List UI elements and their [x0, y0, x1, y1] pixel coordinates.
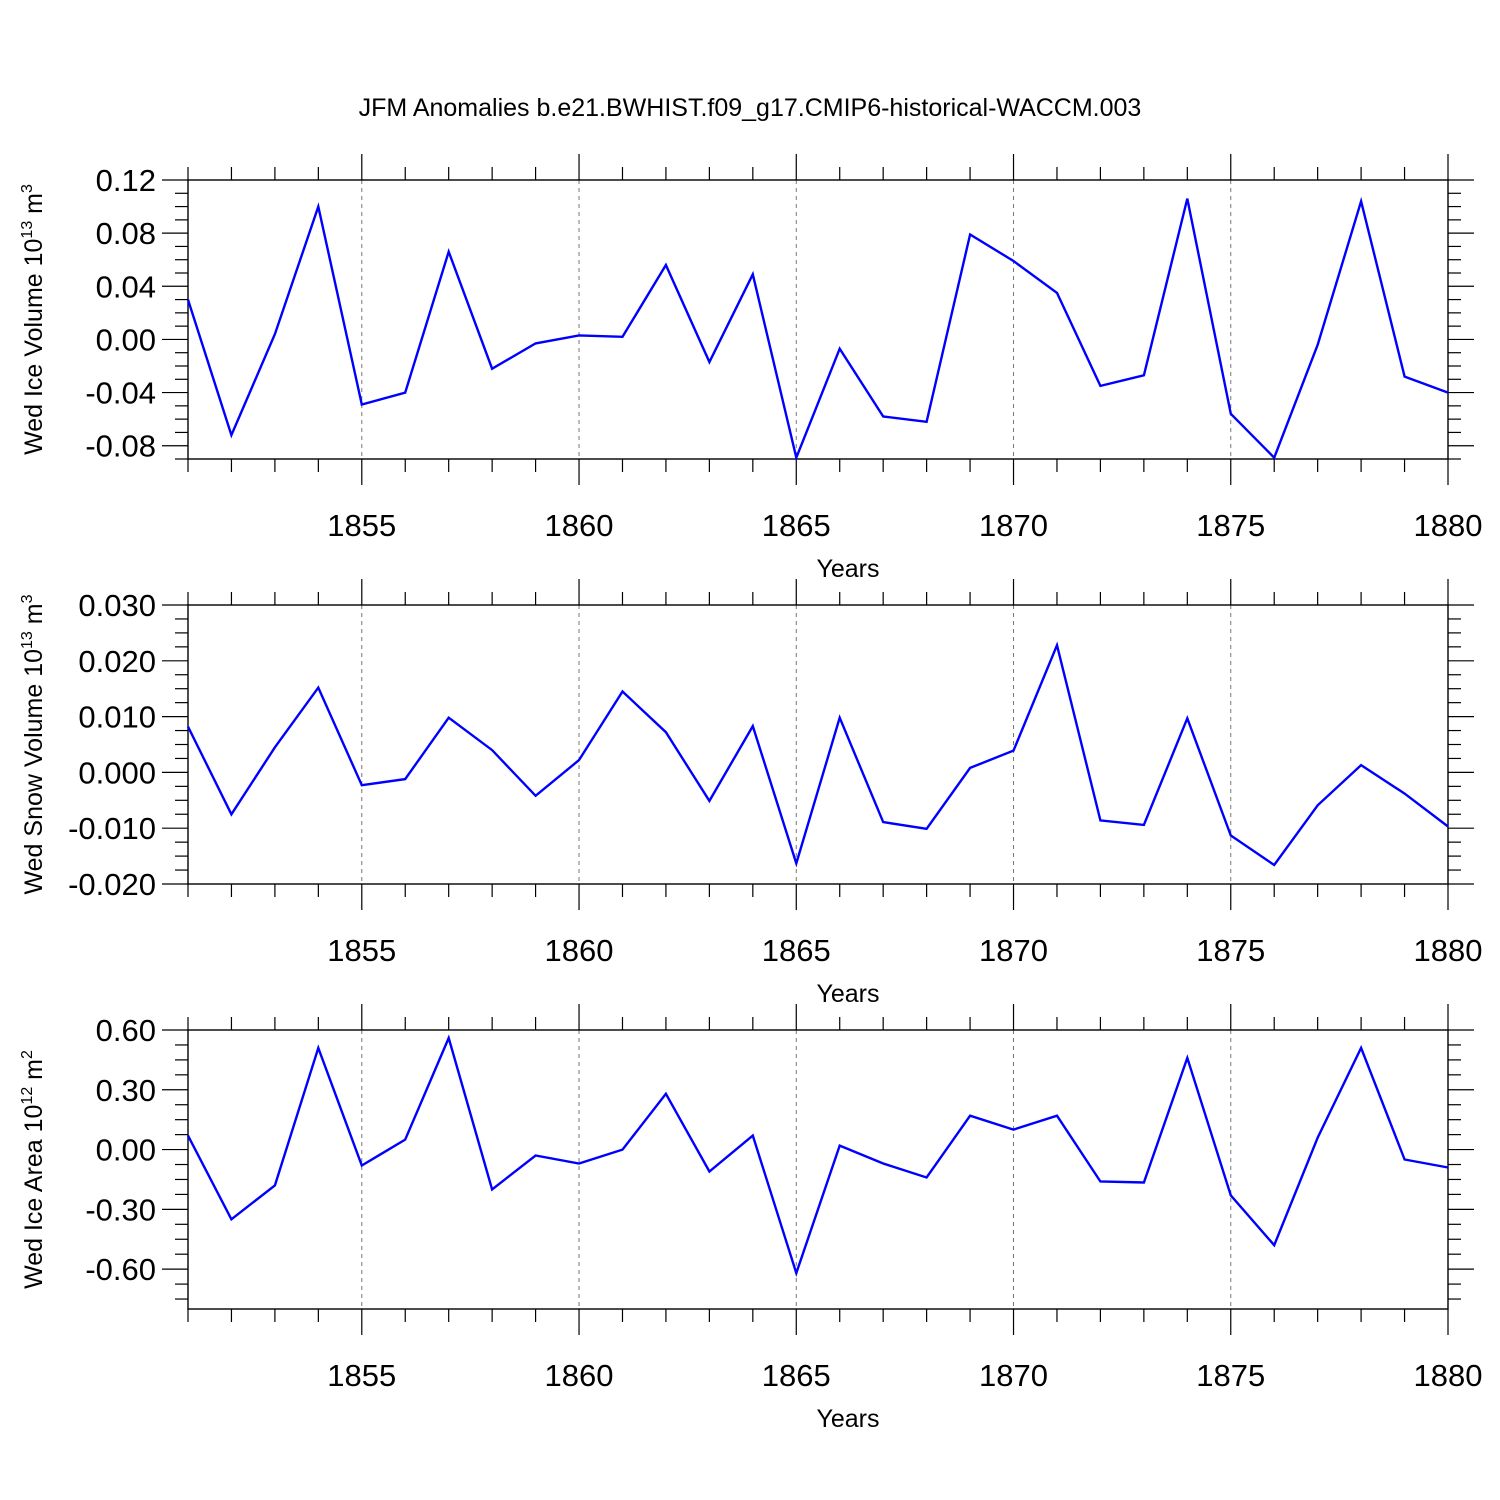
y-axis-label-superscript: 13	[19, 631, 36, 649]
y-axis-label: Wed Ice Volume 1013 m3	[19, 184, 48, 455]
x-tick-label: 1875	[1196, 1358, 1265, 1393]
x-tick-label: 1870	[979, 1358, 1048, 1393]
panel-1: -0.08 -0.04 0.00 0.04 0.08 0.12 1855 1860 1865 18…	[19, 154, 1482, 583]
panel-3: -0.60 -0.30 0.00 0.30 0.60 1855 1860 1865 1870 18…	[19, 1004, 1482, 1433]
y-tick-label: 0.00	[96, 322, 156, 357]
x-tick-label: 1870	[979, 933, 1048, 968]
x-tick-label: 1865	[762, 1358, 831, 1393]
series-line	[186, 641, 1449, 868]
y-tick-label: -0.60	[85, 1252, 156, 1287]
x-axis-label: Years	[816, 1405, 879, 1433]
y-tick-label: 0.04	[96, 269, 156, 304]
y-axis-label-superscript: 13	[19, 221, 36, 239]
x-tick-label: 1855	[327, 1358, 396, 1393]
x-tick-label: 1865	[762, 508, 831, 543]
y-axis-label-superscript: 12	[19, 1087, 36, 1105]
y-tick-label: 0.010	[78, 700, 156, 735]
y-axis-label-part: m	[20, 1059, 48, 1087]
x-tick-label: 1870	[979, 508, 1048, 543]
series-line	[186, 1034, 1449, 1277]
y-axis-label-part: Wed Ice Area 10	[20, 1105, 48, 1289]
y-tick-label: 0.60	[96, 1013, 156, 1048]
x-tick-label: 1880	[1414, 508, 1483, 543]
y-tick-label: 0.30	[96, 1073, 156, 1108]
x-tick-label: 1880	[1414, 1358, 1483, 1393]
x-axis-label: Years	[816, 555, 879, 583]
x-tick-label: 1880	[1414, 933, 1483, 968]
plot-frame	[187, 604, 1449, 885]
plot-frame	[187, 179, 1449, 460]
x-tick-label: 1860	[545, 933, 614, 968]
x-tick-label: 1855	[327, 508, 396, 543]
y-axis-label-part: Wed Ice Volume 10	[20, 239, 48, 455]
y-axis-label: Wed Snow Volume 1013 m3	[19, 594, 48, 894]
x-tick-label: 1865	[762, 933, 831, 968]
chart-title: JFM Anomalies b.e21.BWHIST.f09_g17.CMIP6…	[359, 94, 1142, 122]
y-tick-label: -0.30	[85, 1192, 156, 1227]
x-tick-label: 1875	[1196, 508, 1265, 543]
y-axis-label-superscript: 3	[19, 594, 36, 603]
x-tick-label: 1860	[545, 1358, 614, 1393]
y-tick-label: 0.000	[78, 755, 156, 790]
y-tick-label: 0.12	[96, 163, 156, 198]
x-axis-label: Years	[816, 980, 879, 1008]
y-tick-label: -0.020	[68, 867, 156, 902]
y-axis-label: Wed Ice Area 1012 m2	[19, 1050, 48, 1289]
series-line	[186, 196, 1449, 462]
y-tick-label: 0.030	[78, 588, 156, 623]
y-axis-label-superscript: 2	[19, 1050, 36, 1059]
y-tick-label: 0.00	[96, 1133, 156, 1168]
x-tick-label: 1860	[545, 508, 614, 543]
y-tick-label: 0.020	[78, 644, 156, 679]
y-axis-label-part: Wed Snow Volume 10	[20, 649, 48, 895]
y-axis-label-superscript: 3	[19, 184, 36, 193]
y-tick-label: -0.010	[68, 811, 156, 846]
panels: -0.08 -0.04 0.00 0.04 0.08 0.12 1855 1860 1865 18…	[19, 154, 1482, 1433]
y-axis-label-part: m	[20, 193, 48, 221]
x-tick-label: 1875	[1196, 933, 1265, 968]
x-tick-label: 1855	[327, 933, 396, 968]
y-tick-label: 0.08	[96, 216, 156, 251]
y-axis-label-part: m	[20, 603, 48, 631]
panel-2: -0.020 -0.010 0.000 0.010 0.020 0.030 1855 1860…	[19, 579, 1482, 1008]
plot-frame	[187, 1029, 1449, 1310]
y-tick-label: -0.08	[85, 429, 156, 464]
y-tick-label: -0.04	[85, 376, 156, 411]
